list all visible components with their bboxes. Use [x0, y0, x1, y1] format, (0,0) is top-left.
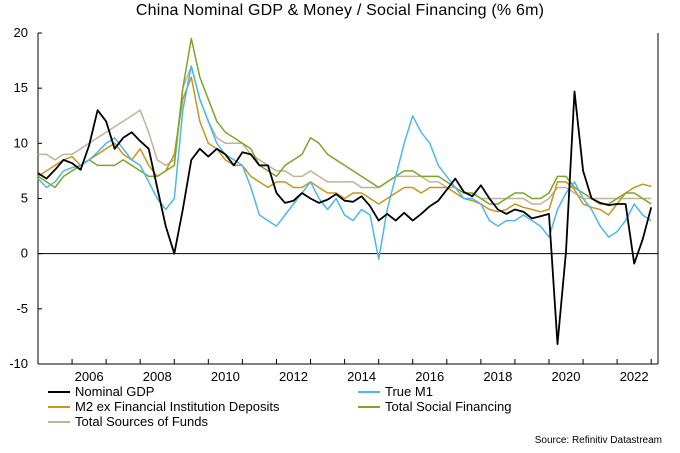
legend-label: Total Sources of Funds	[75, 414, 208, 429]
legend: Nominal GDP True M1 M2 ex Financial Instit…	[48, 384, 511, 429]
legend-label: True M1	[385, 384, 433, 399]
x-tick-label: 2016	[415, 369, 444, 384]
y-tick-label: 5	[21, 191, 28, 206]
series-layer	[37, 37, 653, 345]
chart-title: China Nominal GDP & Money / Social Finan…	[135, 2, 545, 19]
y-tick-label: 20	[14, 25, 28, 40]
x-tick-label: 2018	[483, 369, 512, 384]
series-line	[37, 76, 652, 216]
y-tick-label: 15	[14, 80, 28, 95]
legend-label: Nominal GDP	[75, 384, 154, 399]
series-line	[38, 65, 652, 205]
series-line	[37, 37, 652, 205]
series-line	[37, 90, 653, 345]
x-tick-label: 2006	[75, 369, 104, 384]
axes: 20 15 10 5 0 -5 -10 2006 2008 2010 2012 2014 2016 201…	[9, 25, 659, 384]
source-note: Source: Refinitiv Datastream	[535, 435, 662, 446]
x-tick-label: 2020	[552, 369, 581, 384]
series-line	[37, 65, 652, 260]
legend-label: Total Social Financing	[385, 399, 511, 414]
x-tick-label: 2010	[211, 369, 240, 384]
y-tick-label: -10	[9, 356, 28, 371]
x-tick-label: 2022	[620, 369, 649, 384]
x-tick-label: 2014	[347, 369, 376, 384]
y-tick-label: 0	[21, 246, 28, 261]
legend-label: M2 ex Financial Institution Deposits	[75, 399, 280, 414]
y-tick-label: 10	[14, 135, 28, 150]
x-tick-label: 2008	[143, 369, 172, 384]
x-tick-label: 2012	[279, 369, 308, 384]
y-tick-label: -5	[16, 301, 28, 316]
